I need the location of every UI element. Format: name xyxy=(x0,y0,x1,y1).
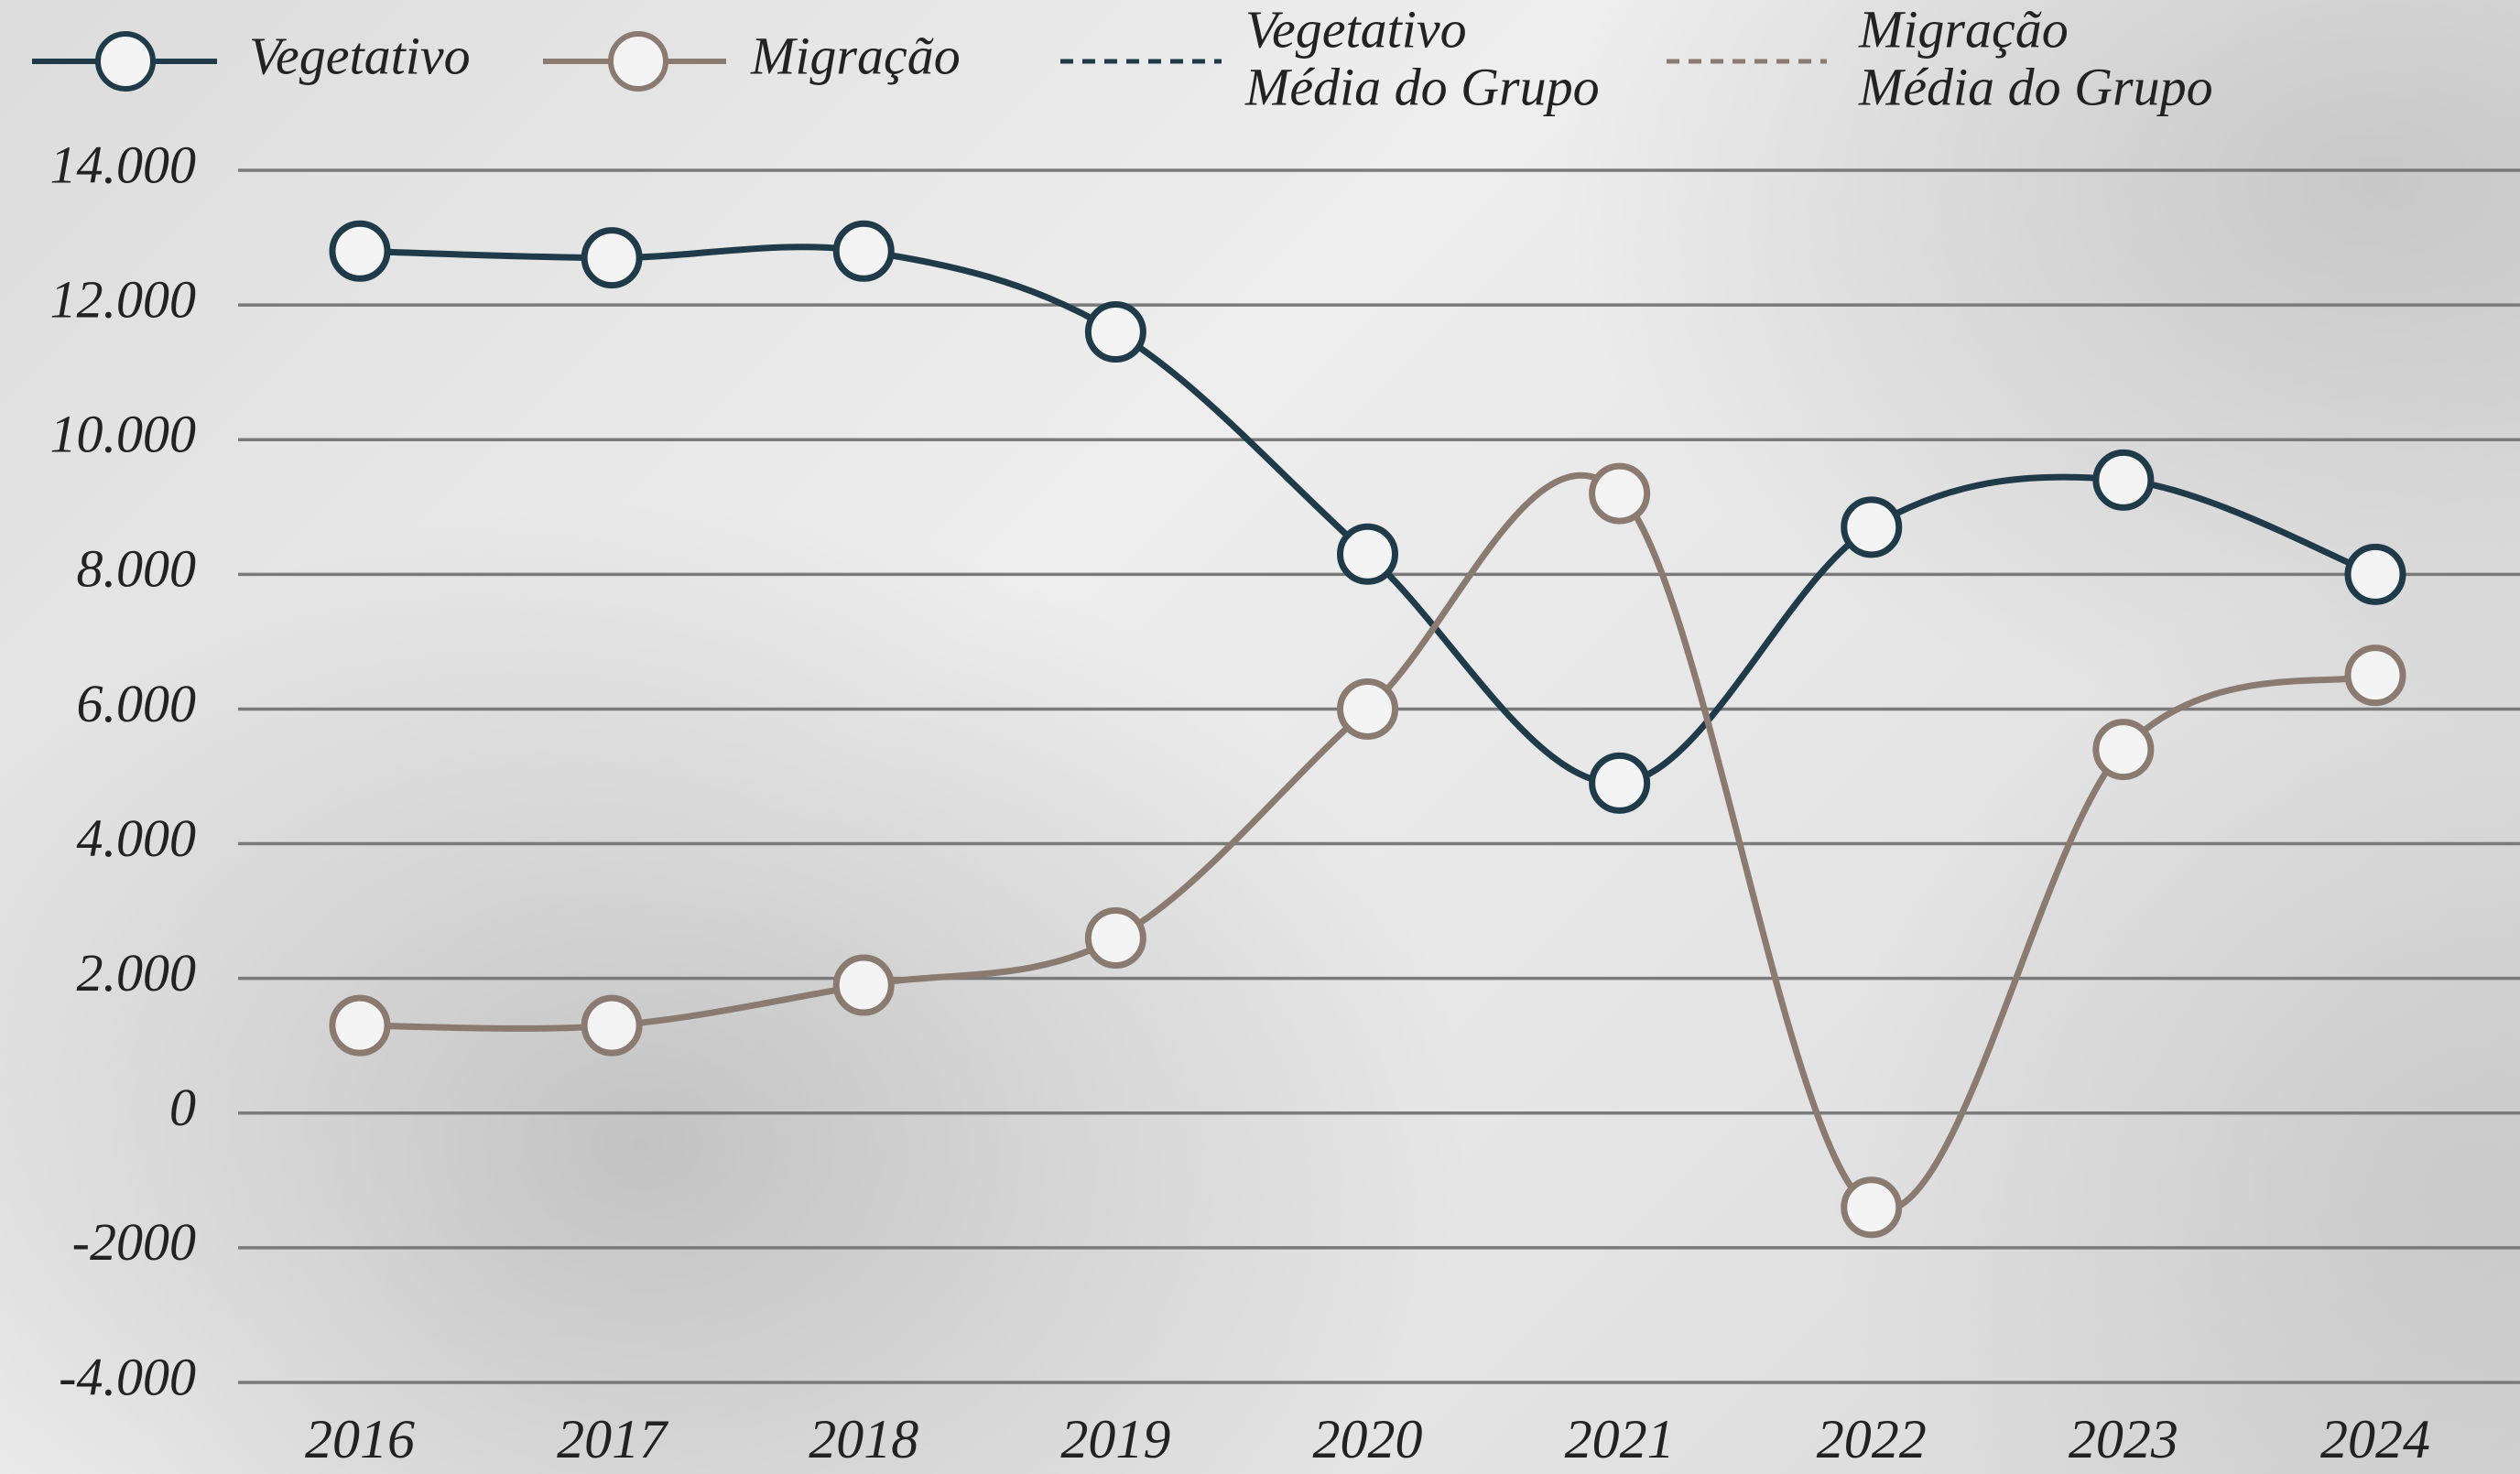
x-tick-label: 2019 xyxy=(1060,1409,1170,1469)
legend-label: Migração xyxy=(1858,0,2069,59)
series-line xyxy=(359,472,2376,1214)
legend-label: Migração xyxy=(750,26,961,85)
legend-marker xyxy=(608,31,668,92)
legend-label: Média do Grupo xyxy=(1858,57,2213,116)
y-tick-label: 0 xyxy=(169,1078,196,1137)
legend-label: Vegetativo xyxy=(249,26,471,85)
x-tick-label: 2024 xyxy=(2320,1409,2430,1469)
point xyxy=(1084,907,1146,970)
y-tick-label: -4.000 xyxy=(59,1347,196,1406)
x-tick-label: 2017 xyxy=(557,1409,669,1469)
point xyxy=(1841,1176,1903,1239)
point xyxy=(1337,523,1398,585)
x-tick-label: 2018 xyxy=(809,1409,918,1469)
legend-marker xyxy=(95,31,156,92)
point xyxy=(832,220,895,282)
series-line xyxy=(359,244,2377,786)
y-tick-label: 6.000 xyxy=(77,674,197,733)
point xyxy=(329,994,391,1057)
y-tick-label: 2.000 xyxy=(77,943,197,1003)
point xyxy=(2344,543,2406,605)
point xyxy=(2092,449,2155,511)
x-tick-label: 2020 xyxy=(1313,1409,1423,1469)
y-tick-label: -2000 xyxy=(72,1212,196,1272)
y-tick-label: 12.000 xyxy=(50,269,197,329)
legend-label: Média do Grupo xyxy=(1244,57,1600,116)
point xyxy=(2344,645,2406,707)
legend-label: Vegetativo xyxy=(1245,0,1467,59)
y-tick-label: 10.000 xyxy=(50,405,197,464)
x-tick-label: 2021 xyxy=(1565,1409,1675,1469)
x-tick-label: 2022 xyxy=(1817,1409,1927,1469)
point xyxy=(1337,677,1398,740)
point xyxy=(1841,496,1903,558)
point xyxy=(581,994,643,1057)
point xyxy=(1084,301,1146,363)
point xyxy=(832,954,895,1016)
point xyxy=(1589,752,1651,814)
y-tick-label: 8.000 xyxy=(77,539,197,599)
x-tick-label: 2016 xyxy=(305,1409,415,1469)
point xyxy=(2092,719,2155,781)
point xyxy=(1589,462,1651,525)
point xyxy=(581,227,643,289)
y-tick-label: 4.000 xyxy=(77,808,197,868)
point xyxy=(329,220,391,282)
y-tick-label: 14.000 xyxy=(50,135,197,194)
x-tick-label: 2023 xyxy=(2069,1409,2178,1469)
